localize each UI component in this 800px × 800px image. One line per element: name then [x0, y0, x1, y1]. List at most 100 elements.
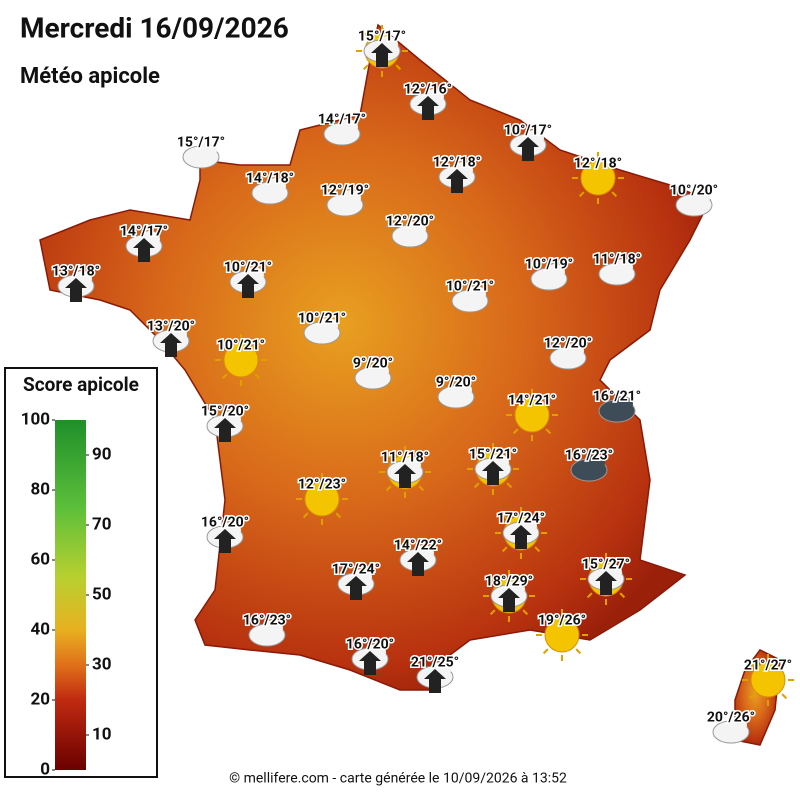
bee-hive: [345, 576, 367, 600]
weather-icon: [391, 221, 429, 248]
station-label: 11°/18°: [593, 252, 641, 268]
bee-hive: [424, 669, 446, 693]
station-label: 21°/25°: [411, 655, 459, 671]
cloud: [690, 190, 710, 206]
cloud: [406, 221, 426, 237]
cloud: [545, 264, 565, 280]
station-label: 14°/17°: [318, 112, 366, 128]
weather-icon: [206, 411, 244, 442]
weather-icon: [326, 190, 364, 217]
weather-icon: [536, 609, 588, 661]
france: [39, 23, 712, 691]
sun: [514, 397, 550, 433]
cloud: [585, 455, 605, 471]
station-label: 18°/29°: [485, 574, 533, 590]
station-label: 12°/18°: [574, 156, 622, 172]
station-label: 19°/26°: [538, 613, 586, 629]
weather-icon: [467, 443, 519, 495]
weather-icon: [530, 264, 568, 291]
sun: [304, 481, 340, 517]
sun-ray: [506, 449, 513, 456]
sun-ray: [335, 512, 342, 519]
legend-tick-label: 50: [92, 584, 112, 604]
weather-icon: [598, 396, 636, 423]
station-label: 15°/21°: [469, 447, 517, 463]
weather-icon: [509, 130, 547, 161]
weather-icon: [416, 662, 454, 693]
cloud: [613, 396, 633, 412]
weather-icon: [675, 190, 713, 217]
bee-hive: [214, 418, 236, 442]
sun-ray: [748, 693, 755, 700]
sun-ray: [578, 191, 585, 198]
legend-tick-label: 90: [92, 444, 112, 464]
cloud: [341, 190, 361, 206]
bee-hive: [214, 529, 236, 553]
cloud: [338, 119, 358, 135]
sun-ray: [254, 373, 261, 380]
station-label: 12°/20°: [386, 214, 434, 230]
sun-ray: [545, 428, 552, 435]
cloud: [613, 259, 633, 275]
station-label: 10°/21°: [217, 338, 265, 354]
bee-hive: [65, 278, 87, 302]
station-label: 13°/20°: [147, 319, 195, 335]
sun-ray: [586, 592, 593, 599]
legend-tick-label: 40: [30, 619, 50, 639]
station-label: 10°/21°: [298, 311, 346, 327]
weather-icon: [152, 326, 190, 357]
sun-ray: [254, 340, 261, 347]
weather-icon: [337, 569, 375, 600]
weather-icon: [506, 389, 558, 441]
weather-icon: [438, 162, 476, 193]
legend-tick-label: 100: [21, 409, 50, 429]
station-label: 10°/20°: [670, 183, 718, 199]
station-label: 15°/20°: [201, 404, 249, 420]
legend-bar: [55, 420, 86, 770]
weather-icon: [495, 507, 547, 559]
weather-icon: [351, 644, 389, 675]
station-label: 14°/17°: [120, 224, 168, 240]
weather-icon: [248, 620, 286, 647]
sun-ray: [395, 64, 402, 71]
sun-ray: [489, 609, 496, 616]
station-label: 15°/17°: [358, 29, 406, 45]
sun-ray: [781, 660, 788, 667]
weather-icon: [182, 142, 220, 169]
sun: [580, 160, 616, 196]
stations: 15°/17° 12°/16° 14°/17° 10°/17° 15°/17° 12°/1…: [50, 25, 794, 744]
station-label: 16°/23°: [243, 613, 291, 629]
legend-tick-label: 10: [92, 724, 112, 744]
bee-hive: [407, 552, 429, 576]
sun-ray: [575, 648, 582, 655]
sun-ray: [534, 513, 541, 520]
weather-icon: [296, 473, 348, 525]
station-label: 10°/21°: [446, 279, 494, 295]
weather-icon: [483, 570, 535, 622]
sun-ray: [418, 485, 425, 492]
sun-ray: [385, 485, 392, 492]
weather-icon: [215, 334, 267, 386]
sun-ray: [362, 31, 369, 38]
station-label: 16°/20°: [201, 515, 249, 531]
legend-title: Score apicole: [23, 373, 139, 396]
weather-icon: [356, 25, 408, 77]
station-label: 16°/23°: [565, 448, 613, 464]
bee-hive: [498, 588, 520, 612]
station-label: 12°/16°: [404, 82, 452, 98]
cloud: [452, 382, 472, 398]
sun-ray: [522, 576, 529, 583]
weather-icon: [409, 89, 447, 120]
sun-ray: [489, 576, 496, 583]
bee-hive: [517, 137, 539, 161]
sun-ray: [221, 340, 228, 347]
weather-icon: [742, 654, 794, 706]
sun-ray: [512, 395, 519, 402]
sun: [223, 342, 259, 378]
sun-ray: [335, 479, 342, 486]
title: Mercredi 16/09/2026: [20, 11, 289, 44]
weather-icon: [580, 553, 632, 605]
weather-icon: [399, 545, 437, 576]
